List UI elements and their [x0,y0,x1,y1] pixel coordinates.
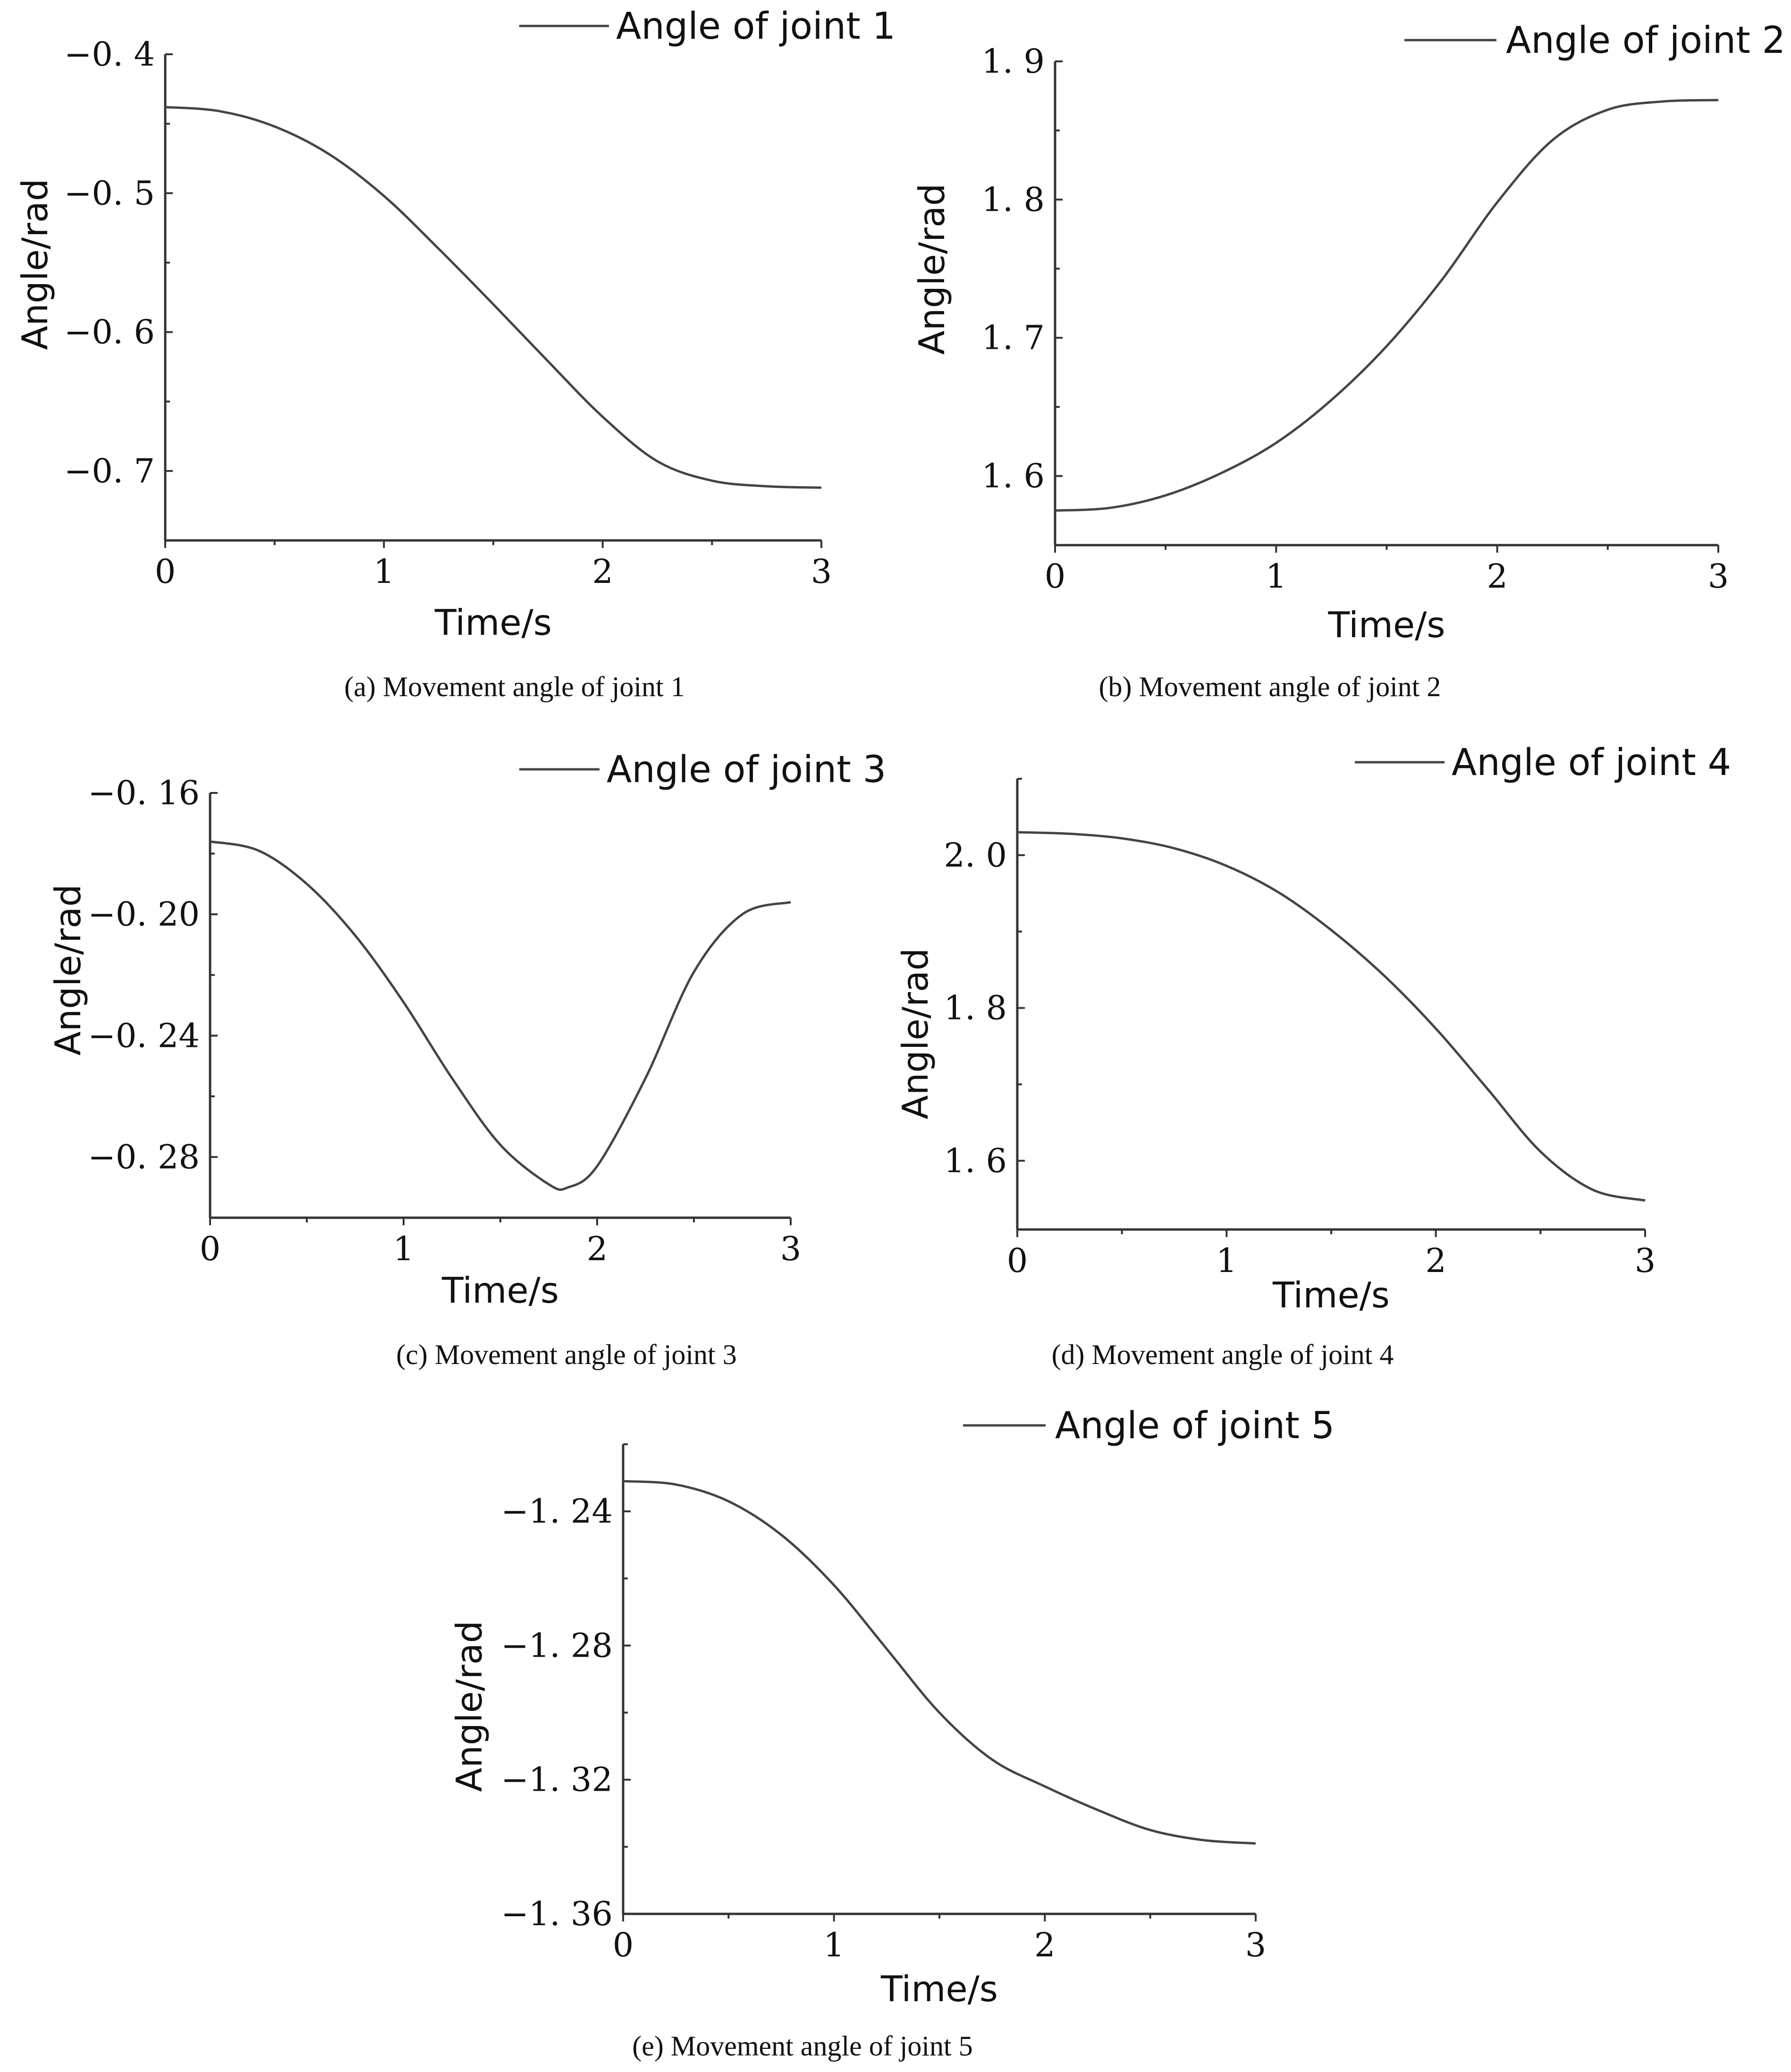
panel-b-x-tick-label: 3 [1708,557,1729,596]
panel-e-y-tick-label: −1. 36 [501,1895,613,1933]
panel-c-x-tick-label: 3 [780,1230,802,1268]
panel-d-x-tick-label: 1 [1216,1241,1237,1280]
panel-c: 0 1 2 3 −0. 16 −0. 20 −0. 24 −0. 28 Time/s Angle/… [47,749,886,1370]
panel-d-y-tick-label: 1. 8 [944,989,1007,1028]
panel-a-y-tick-label: −0. 6 [64,313,155,352]
panel-c-x-tick-label: 2 [587,1230,608,1268]
panel-b-x-tick-label: 1 [1266,557,1287,596]
panel-d-y-axis-title: Angle/rad [895,948,936,1119]
panel-b-y-axis-title: Angle/rad [911,183,953,354]
panel-e-legend-label: Angle of joint 5 [1055,1405,1335,1447]
panel-d: 0 1 2 3 1. 6 1. 8 2. 0 Time/s Angle/rad Angle of … [895,741,1731,1370]
panel-e-x-tick-label: 1 [823,1926,845,1964]
panel-c-x-axis-title: Time/s [441,1270,559,1311]
panel-e-y-tick-label: −1. 24 [501,1492,613,1531]
panel-a-x-tick-label: 1 [373,552,395,591]
panel-a-y-tick-label: −0. 4 [64,35,155,74]
panel-a-x-tick-label: 2 [592,552,613,591]
panel-e-x-tick-label: 2 [1034,1926,1056,1964]
panel-e-caption: (e) Movement angle of joint 5 [632,2030,972,2062]
panel-c-y-tick-label: −0. 20 [88,895,200,934]
panel-e-x-tick-label: 3 [1245,1926,1267,1964]
panel-d-y-tick-label: 1. 6 [944,1141,1007,1180]
panel-b-caption: (b) Movement angle of joint 2 [1099,671,1441,702]
panel-e-y-tick-label: −1. 32 [501,1760,613,1799]
panel-d-x-tick-label: 3 [1635,1241,1656,1280]
panel-d-legend-label: Angle of joint 4 [1452,741,1731,784]
panel-a-x-tick-label: 0 [155,552,176,591]
panel-b-series-line [1055,99,1719,512]
panel-a-caption: (a) Movement angle of joint 1 [344,671,684,702]
panel-a-x-tick-label: 3 [811,552,832,591]
panel-c-x-tick-label: 1 [393,1230,414,1268]
panel-e-series-line [623,1480,1256,1845]
panel-c-y-axis-title: Angle/rad [47,884,89,1055]
panel-d-caption: (d) Movement angle of joint 4 [1052,1339,1394,1370]
panel-a-y-tick-label: −0. 7 [64,452,155,490]
panel-c-y-tick-label: −0. 16 [88,774,200,812]
panel-c-legend-label: Angle of joint 3 [607,749,886,791]
panel-d-y-tick-label: 2. 0 [944,836,1007,875]
panel-b-y-tick-label: 1. 7 [981,319,1045,357]
panel-b-y-tick-label: 1. 9 [981,42,1045,81]
panel-b: 0 1 2 3 1. 6 1. 7 1. 8 1. 9 Time/s Angle/rad Angle… [911,19,1785,702]
panel-a-y-tick-label: −0. 5 [64,174,155,212]
panel-c-caption: (c) Movement angle of joint 3 [396,1339,736,1370]
panel-c-y-tick-label: −0. 28 [88,1137,200,1176]
panel-b-x-tick-label: 2 [1487,557,1508,596]
panel-d-series-line [1017,831,1646,1202]
panel-a-series-line [165,106,822,489]
panel-e: 0 1 2 3 −1. 24 −1. 28 −1. 32 −1. 36 Time/s Angle/… [448,1405,1335,2062]
panel-a-x-axis-title: Time/s [434,602,552,643]
panel-b-y-tick-label: 1. 6 [981,457,1045,496]
panel-c-x-tick-label: 0 [200,1230,221,1268]
panel-d-x-axis-title: Time/s [1272,1274,1390,1316]
panel-e-x-tick-label: 0 [613,1926,634,1964]
panel-a: 0 1 2 3 −0. 4 −0. 5 −0. 6 −0. 7 Time/s Angle/rad A… [14,5,896,702]
panel-b-x-axis-title: Time/s [1328,604,1445,646]
panel-e-x-axis-title: Time/s [880,1968,998,2010]
panel-b-y-tick-label: 1. 8 [981,180,1045,219]
panel-a-y-axis-title: Angle/rad [14,178,56,350]
panel-d-x-tick-label: 0 [1007,1241,1028,1280]
panel-c-y-tick-label: −0. 24 [88,1016,200,1055]
panel-c-series-line [210,840,791,1191]
panel-b-legend-label: Angle of joint 2 [1506,19,1785,62]
panel-b-x-tick-label: 0 [1045,557,1066,596]
panel-e-y-tick-label: −1. 28 [501,1626,613,1665]
panel-e-y-axis-title: Angle/rad [448,1620,490,1792]
panel-a-legend-label: Angle of joint 1 [616,5,896,48]
panel-d-x-tick-label: 2 [1425,1241,1446,1280]
